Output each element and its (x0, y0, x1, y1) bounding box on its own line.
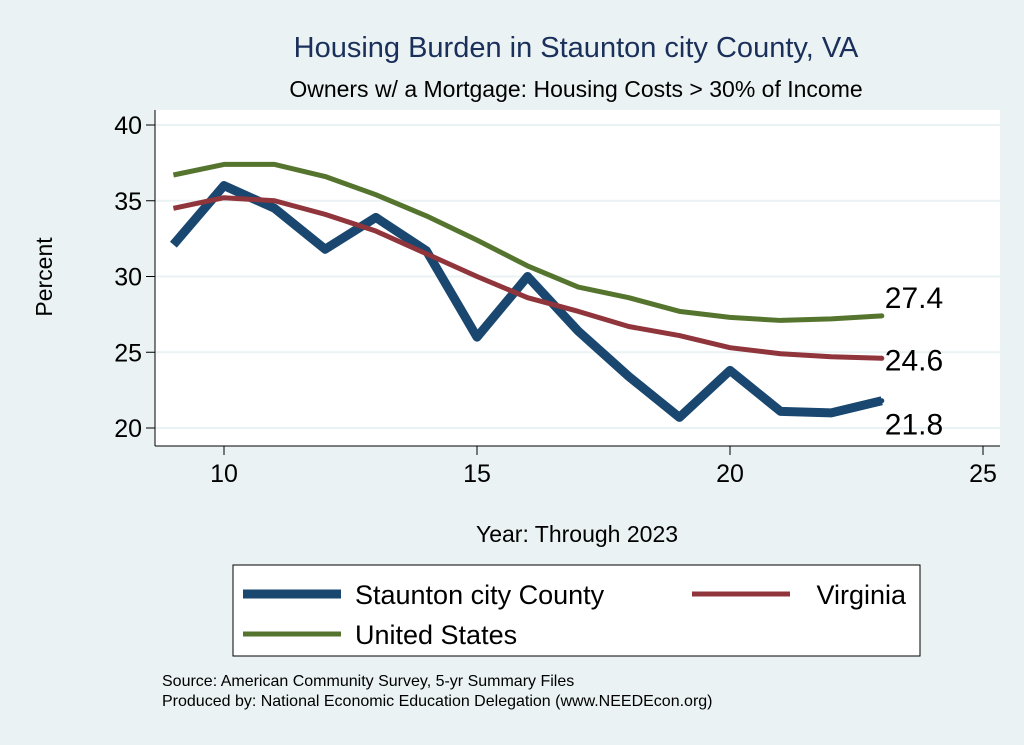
x-axis-label: Year: Through 2023 (476, 521, 678, 547)
end-value-label: 21.8 (885, 409, 943, 442)
end-value-label: 27.4 (885, 282, 943, 315)
y-tick-label: 25 (114, 339, 142, 367)
end-point (879, 313, 885, 319)
x-tick-label: 10 (210, 460, 238, 488)
y-tick-label: 30 (114, 264, 142, 292)
x-tick-label: 25 (969, 460, 997, 488)
series-line-staunton-city-county (169, 181, 883, 422)
x-tick-label: 15 (463, 460, 491, 488)
legend-label: Staunton city County (355, 580, 605, 610)
legend-label: Virginia (816, 580, 907, 610)
end-value-label: 24.6 (885, 344, 943, 377)
chart-subtitle: Owners w/ a Mortgage: Housing Costs > 30… (289, 76, 862, 102)
y-tick-label: 40 (114, 112, 142, 140)
y-axis-label: Percent (31, 237, 57, 317)
end-point (879, 355, 885, 361)
end-point (879, 398, 885, 404)
chart-title: Housing Burden in Staunton city County, … (294, 32, 859, 64)
series-line-virginia (172, 195, 882, 361)
x-tick-label: 20 (716, 460, 744, 488)
producer-note: Produced by: National Economic Education… (162, 693, 713, 710)
legend: Staunton city County Virginia United State… (232, 564, 921, 657)
source-note: Source: American Community Survey, 5-yr … (162, 673, 574, 690)
plot-area (155, 110, 1000, 446)
y-tick-label: 20 (114, 415, 142, 443)
y-tick-label: 35 (114, 188, 142, 216)
series-line-united-states (172, 161, 882, 323)
legend-label: United States (355, 620, 517, 650)
